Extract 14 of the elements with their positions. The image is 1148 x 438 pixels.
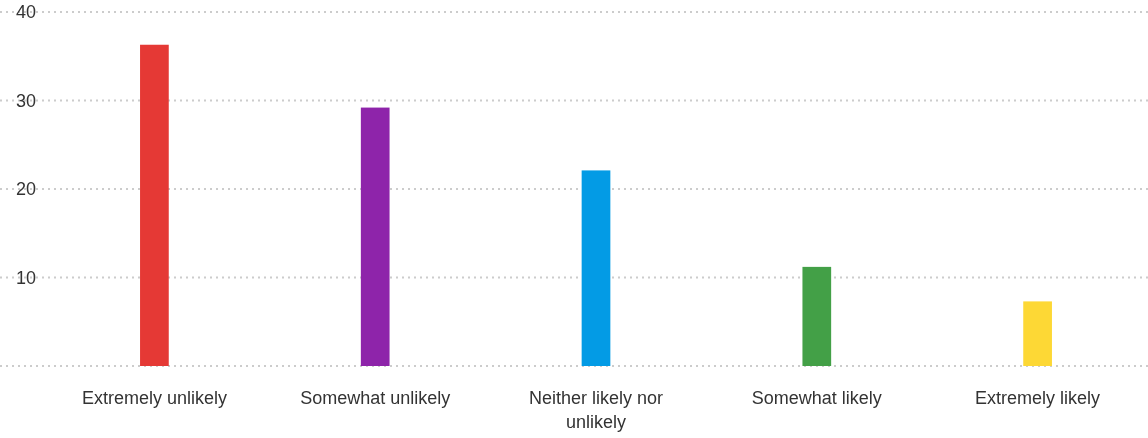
y-tick-label: 10 — [15, 267, 37, 288]
bar — [360, 107, 390, 366]
bar — [581, 170, 611, 366]
x-tick-label: Somewhat likely — [751, 388, 882, 408]
bar — [140, 44, 169, 366]
y-tick-label: 30 — [15, 90, 37, 111]
x-tick-label: Extremely likely — [975, 388, 1101, 408]
x-tick-label: Neither likely nor unlikely — [528, 388, 664, 432]
x-tick-label: Extremely unlikely — [81, 388, 227, 408]
bar — [1023, 301, 1052, 366]
x-tick-label: Somewhat unlikely — [300, 388, 451, 408]
y-tick-label: 40 — [15, 2, 37, 23]
bar — [802, 266, 832, 366]
y-tick-label: 20 — [15, 179, 37, 200]
